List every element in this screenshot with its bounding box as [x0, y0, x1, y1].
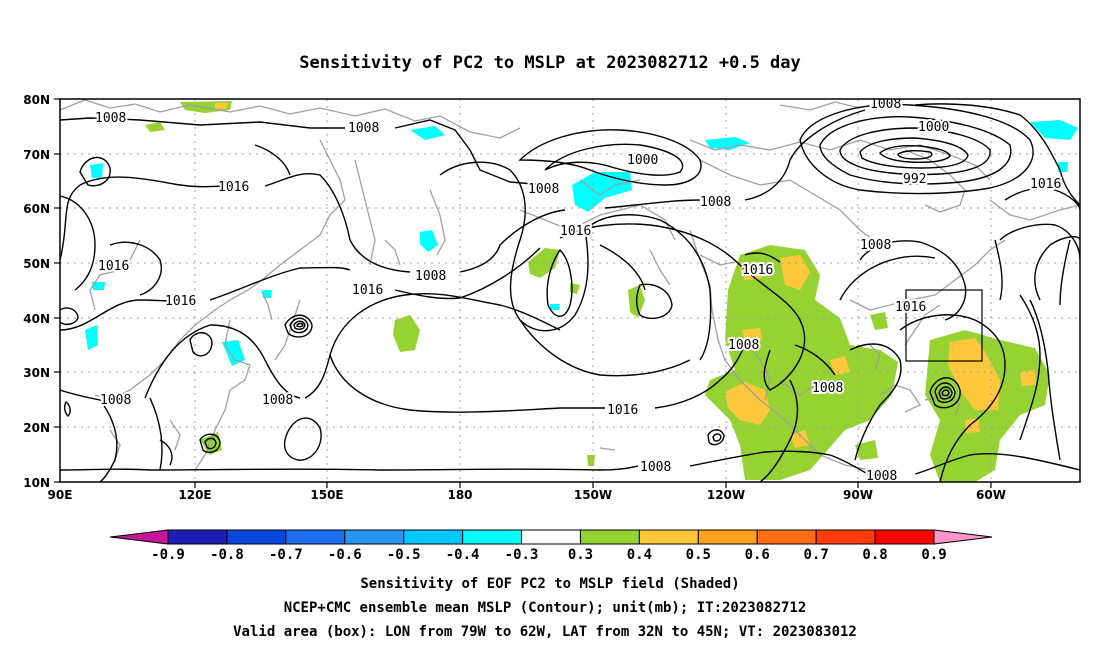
- longitude-labels: 90E 120E 150E 180 150W 120W 90W 60W: [48, 488, 1006, 502]
- contour-label: 1008: [100, 393, 131, 408]
- valid-area-box: [905, 289, 983, 362]
- lon-label: 180: [447, 488, 472, 502]
- contour-label: 1008: [812, 381, 843, 396]
- contour-label: 1008: [415, 269, 446, 284]
- colorbar-tick-label: -0.9: [151, 547, 185, 563]
- mslp-contours: [60, 103, 1080, 482]
- colorbar-tick-label: 0.5: [686, 547, 711, 563]
- lat-label: 70N: [23, 148, 50, 162]
- contour-label: 1016: [742, 263, 773, 278]
- contour-label: 1016: [607, 403, 638, 418]
- latitude-labels: 80N 70N 60N 50N 40N 30N 20N 10N: [23, 93, 50, 490]
- colorbar-tick-label: 0.3: [568, 547, 593, 563]
- lat-label: 40N: [23, 312, 50, 326]
- contour-label: 1016: [895, 300, 926, 315]
- colorbar-tick-label: -0.7: [269, 547, 303, 563]
- colorbar-tick-label: -0.4: [446, 547, 480, 563]
- caption-line-1: Sensitivity of EOF PC2 to MSLP field (Sh…: [360, 576, 739, 592]
- lon-label: 120E: [178, 488, 211, 502]
- contour-label: 1016: [165, 294, 196, 309]
- contour-label: 1016: [560, 224, 591, 239]
- colorbar: -0.9 -0.8 -0.7 -0.6 -0.5 -0.4 -0.3 0.3 0.4 0.5 0.6…: [109, 529, 993, 563]
- caption-line-2: NCEP+CMC ensemble mean MSLP (Contour); u…: [284, 600, 807, 616]
- contour-label: 1008: [860, 238, 891, 253]
- colorbar-box: [167, 529, 228, 545]
- colorbar-tick-label: -0.6: [328, 547, 362, 563]
- colorbar-tick-label: -0.5: [387, 547, 421, 563]
- lon-label: 120W: [707, 488, 745, 502]
- negative-sensitivity-shading: [85, 120, 1078, 366]
- lat-label: 20N: [23, 421, 50, 435]
- colorbar-left-triangle: [109, 529, 169, 545]
- colorbar-tick-label: 0.4: [627, 547, 652, 563]
- coastlines: [60, 99, 1080, 471]
- contour-label: 1016: [98, 259, 129, 274]
- colorbar-tick-label: -0.3: [505, 547, 539, 563]
- lon-label: 90E: [48, 488, 73, 502]
- lat-label: 30N: [23, 366, 50, 380]
- colorbar-tick-label: -0.8: [210, 547, 244, 563]
- contour-label: 1008: [728, 338, 759, 353]
- lon-label: 150E: [310, 488, 343, 502]
- axis-ticks: [54, 98, 992, 488]
- colorbar-box: [874, 529, 935, 545]
- contour-label: 1008: [870, 97, 901, 112]
- map-frame: [59, 98, 1081, 483]
- colorbar-tick-label: 0.6: [745, 547, 770, 563]
- colorbar-tick-label: 0.9: [921, 547, 946, 563]
- colorbar-tick-label: 0.7: [804, 547, 829, 563]
- lat-label: 80N: [23, 93, 50, 107]
- colorbar-box: [521, 529, 581, 545]
- contour-label: 1000: [918, 120, 949, 135]
- map-panel: 1008 1008 1008 1008 1008 1008 1008 1008 …: [60, 97, 1080, 484]
- colorbar-box: [697, 529, 758, 545]
- contour-label: 1008: [640, 460, 671, 475]
- contour-label: 1008: [700, 195, 731, 210]
- colorbar-box: [462, 529, 523, 545]
- contour-label: 1008: [348, 121, 379, 136]
- colorbar-box: [756, 529, 817, 545]
- colorbar-tick-label: 0.8: [862, 547, 887, 563]
- lat-label: 60N: [23, 202, 50, 216]
- lon-label: 150W: [574, 488, 612, 502]
- figure-title: Sensitivity of PC2 to MSLP at 2023082712…: [299, 53, 801, 73]
- contour-label: 992: [903, 172, 926, 187]
- contour-label: 1008: [528, 182, 559, 197]
- colorbar-box: [285, 529, 346, 545]
- contour-label: 1016: [352, 283, 383, 298]
- contour-label: 1008: [262, 393, 293, 408]
- contour-label: 1008: [95, 111, 126, 126]
- colorbar-box: [403, 529, 464, 545]
- colorbar-box: [579, 529, 640, 545]
- contour-label: 1016: [218, 180, 249, 195]
- colorbar-box: [226, 529, 287, 545]
- contour-label: 1008: [866, 469, 897, 484]
- colorbar-right-triangle: [933, 529, 993, 545]
- lon-label: 90W: [843, 488, 873, 502]
- caption-line-3: Valid area (box): LON from 79W to 62W, L…: [233, 624, 857, 640]
- contour-labels: 1008 1008 1008 1008 1008 1008 1008 1008 …: [93, 97, 1063, 484]
- contour-label: 1016: [1030, 177, 1061, 192]
- lat-label: 10N: [23, 476, 50, 490]
- colorbar-box: [638, 529, 699, 545]
- colorbar-box: [344, 529, 405, 545]
- lat-label: 50N: [23, 257, 50, 271]
- positive-sensitivity-shading: [145, 101, 1050, 482]
- colorbar-box: [815, 529, 876, 545]
- contour-label: 1000: [627, 153, 658, 168]
- lon-label: 60W: [976, 488, 1006, 502]
